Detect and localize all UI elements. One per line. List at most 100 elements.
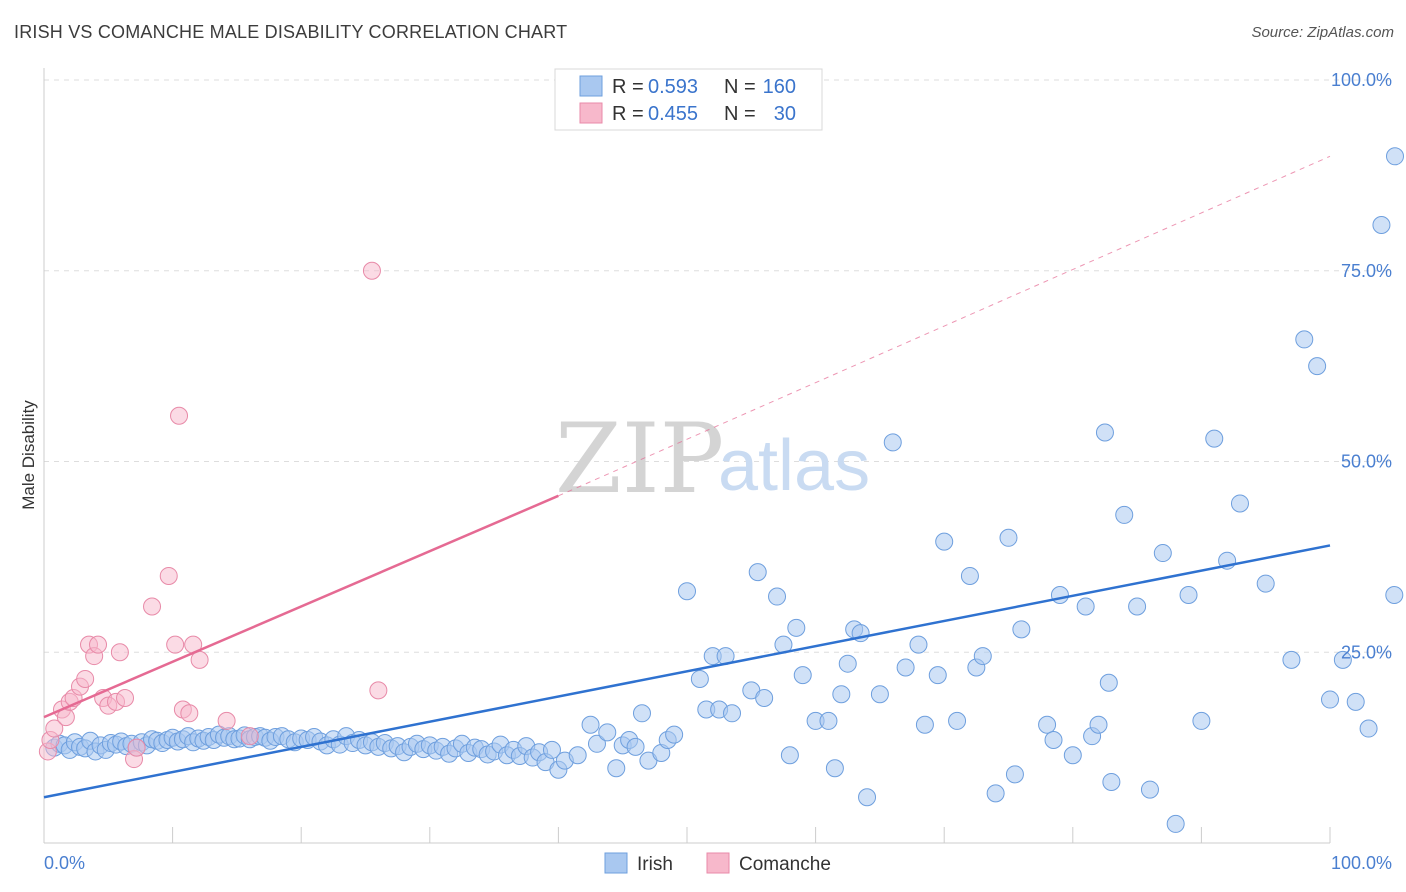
irish-point-115 (787, 618, 806, 637)
irish-point-131 (935, 532, 954, 551)
irish-point-144 (1076, 597, 1095, 616)
comanche-point-18 (127, 738, 146, 757)
y-tick-labels: 25.0% 50.0% 75.0% 100.0% (1331, 70, 1392, 662)
comanche-point-15 (110, 643, 129, 662)
irish-point-159 (1230, 494, 1249, 513)
irish-point-142 (1050, 586, 1069, 605)
irish-point-89 (568, 746, 587, 765)
irish-point-96 (626, 737, 645, 756)
comanche-point-21 (166, 635, 185, 654)
irish-point-167 (1359, 719, 1378, 738)
irish-point-138 (1005, 765, 1024, 784)
bottom-legend-swatch-irish (604, 852, 628, 874)
comanche-point-20 (159, 566, 178, 585)
irish-point-169 (1385, 586, 1404, 605)
irish-point-141 (1044, 730, 1063, 749)
irish-point-164 (1321, 690, 1339, 709)
irish-point-143 (1063, 746, 1082, 765)
irish-point-114 (780, 746, 799, 765)
chart-source: Source: ZipAtlas.com (1251, 24, 1394, 41)
irish-point-149 (1102, 772, 1121, 791)
irish-point-125 (870, 685, 889, 704)
irish-point-124 (858, 788, 877, 807)
y-tick-label-2: 75.0% (1341, 261, 1392, 281)
irish-point-151 (1128, 597, 1147, 616)
legend-r-label-comanche: R = (612, 103, 644, 125)
irish-point-101 (665, 725, 684, 744)
irish-point-120 (832, 685, 851, 704)
irish-point-130 (928, 666, 947, 685)
legend-swatch-irish (579, 75, 603, 97)
irish-point-118 (819, 711, 838, 730)
comanche-trend-line (43, 494, 559, 719)
y-tick-label-3: 100.0% (1331, 70, 1392, 90)
legend-n-label-comanche: N = (724, 103, 756, 125)
y-tick-label-1: 50.0% (1341, 452, 1392, 472)
irish-point-119 (825, 759, 844, 778)
irish-point-129 (915, 715, 934, 734)
irish-point-147 (1095, 423, 1114, 442)
irish-point-103 (690, 669, 709, 688)
irish-point-128 (909, 635, 928, 654)
legend-r-value-irish: 0.593 (648, 76, 698, 98)
irish-point-161 (1282, 650, 1301, 669)
comanche-point-11 (89, 635, 108, 654)
irish-point-146 (1089, 715, 1108, 734)
series-comanche (38, 261, 388, 769)
legend-box: R = 0.593 N = 160 R = 0.455 N = 30 (554, 68, 823, 131)
legend-n-label-irish: N = (724, 76, 756, 98)
irish-trend-line (43, 544, 1331, 799)
legend-r-label-irish: R = (612, 76, 644, 98)
irish-point-110 (748, 563, 767, 582)
comanche-point-2 (45, 719, 64, 738)
irish-point-133 (960, 566, 979, 585)
legend-n-value-comanche: 30 (774, 103, 796, 125)
irish-point-163 (1308, 357, 1327, 376)
irish-point-93 (607, 759, 626, 778)
irish-point-140 (1038, 715, 1057, 734)
irish-point-108 (723, 704, 742, 723)
comanche-point-28 (240, 727, 259, 746)
comanche-trend-extension (558, 155, 1331, 497)
x-tick-label-min: 0.0% (44, 853, 85, 873)
legend-r-value-comanche: 0.455 (648, 103, 698, 125)
watermark-atlas: atlas (718, 426, 870, 506)
bottom-legend: Irish Comanche (604, 852, 831, 875)
irish-point-97 (632, 704, 651, 723)
x-tick-label-max: 100.0% (1331, 853, 1392, 873)
irish-point-162 (1295, 330, 1314, 349)
irish-point-157 (1205, 429, 1224, 448)
chart-title: IRISH VS COMANCHE MALE DISABILITY CORREL… (14, 22, 568, 42)
comanche-point-8 (76, 669, 95, 688)
irish-point-152 (1140, 780, 1159, 799)
comanche-point-29 (362, 261, 381, 280)
irish-point-148 (1099, 673, 1118, 692)
legend-n-value-irish: 160 (763, 76, 796, 98)
comanche-point-30 (369, 681, 388, 700)
axes (43, 68, 1331, 844)
irish-point-91 (587, 734, 606, 753)
grid-lines (44, 79, 1392, 653)
irish-point-135 (973, 647, 992, 666)
watermark-zip: ZIP (555, 403, 724, 515)
comanche-point-19 (143, 597, 162, 616)
y-tick-label-0: 25.0% (1341, 642, 1392, 662)
bottom-legend-comanche: Comanche (739, 854, 831, 875)
y-axis-label: Male Disability (19, 400, 38, 510)
irish-point-155 (1179, 586, 1198, 605)
irish-point-102 (678, 582, 696, 601)
comanche-point-16 (116, 689, 135, 708)
legend-swatch-comanche (579, 102, 603, 124)
irish-point-132 (948, 711, 967, 730)
irish-point-150 (1115, 505, 1134, 524)
irish-point-137 (999, 528, 1018, 547)
irish-point-121 (838, 654, 857, 673)
irish-point-126 (883, 433, 902, 452)
comanche-point-22 (170, 406, 189, 425)
irish-point-156 (1192, 711, 1211, 730)
irish-point-160 (1256, 574, 1275, 593)
irish-point-116 (793, 666, 812, 685)
comanche-point-27 (217, 711, 236, 730)
bottom-legend-swatch-comanche (706, 852, 730, 874)
